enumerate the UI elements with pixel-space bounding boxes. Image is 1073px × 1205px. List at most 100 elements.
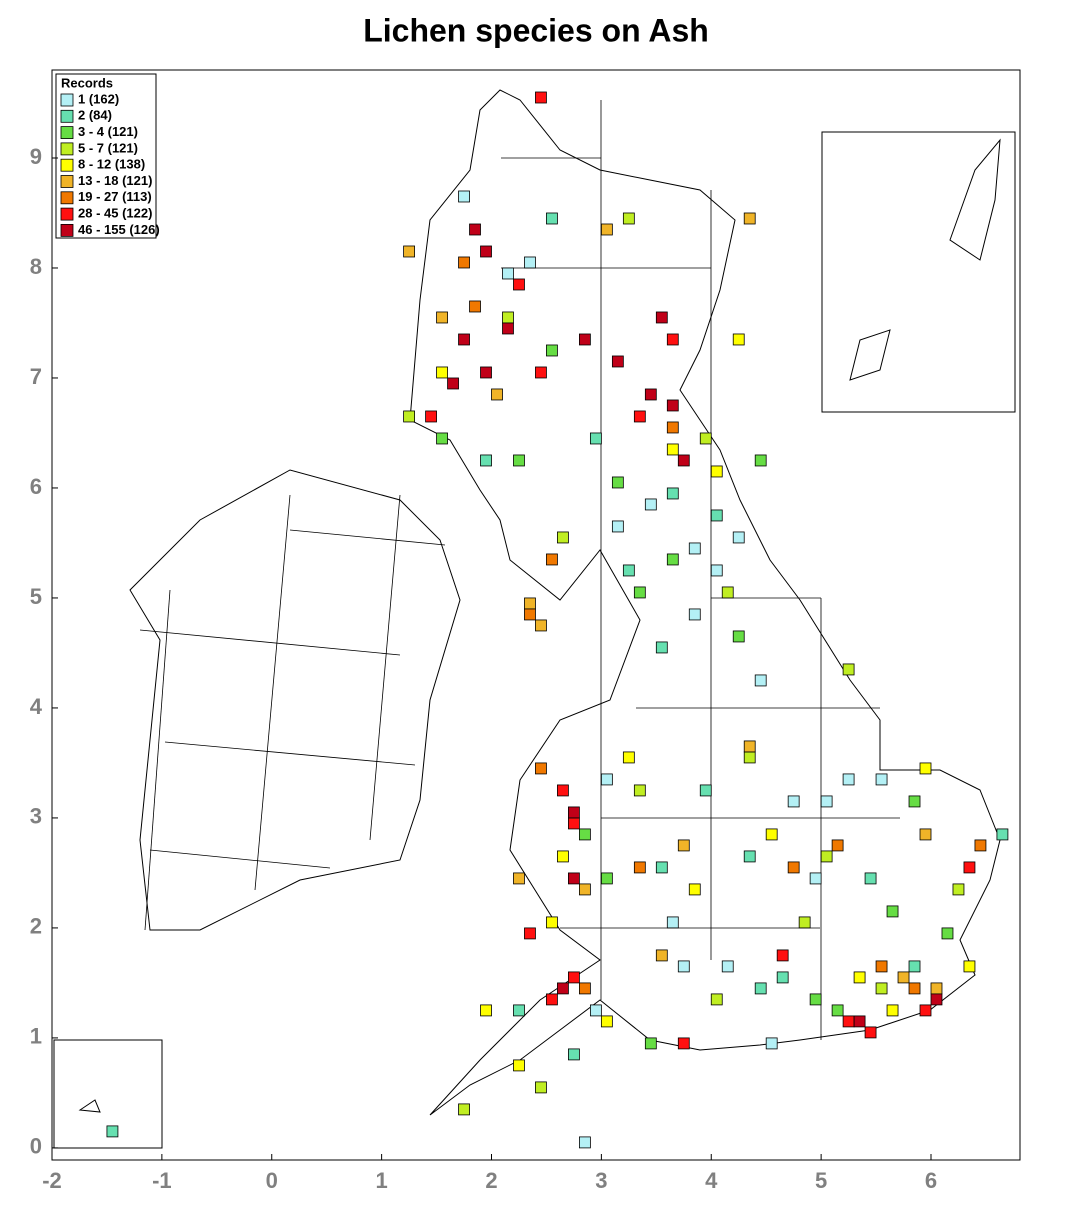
grid-square [557, 784, 569, 797]
y-tick-label: 5 [30, 584, 42, 609]
grid-square [524, 608, 536, 621]
grid-square [600, 872, 613, 885]
grid-square [106, 1125, 119, 1138]
grid-square [546, 344, 558, 357]
grid-square [952, 883, 965, 896]
legend-swatch [60, 93, 74, 107]
grid-square [579, 333, 591, 346]
grid-square [842, 1015, 855, 1028]
grid-square [732, 630, 745, 643]
legend-swatch [60, 207, 74, 221]
grid-square [611, 355, 624, 368]
grid-square [886, 905, 899, 918]
grid-square [765, 1037, 778, 1050]
grid-square [820, 795, 833, 808]
grid-square [765, 828, 778, 841]
grid-square [513, 1004, 525, 1017]
grid-square [743, 850, 756, 863]
legend-title: Records [61, 75, 113, 90]
grid-square [831, 1004, 844, 1017]
grid-square [436, 366, 448, 379]
grid-square [688, 608, 701, 621]
y-tick-label: 9 [30, 144, 42, 169]
national-grid [139, 100, 900, 1040]
grid-square [480, 366, 492, 379]
y-tick-label: 7 [30, 364, 42, 389]
grid-square [458, 1103, 470, 1116]
grid-square [963, 861, 976, 874]
grid-square [853, 971, 866, 984]
legend-label: 3 - 4 (121) [78, 124, 138, 139]
chart-title: Lichen species on Ash [363, 12, 709, 48]
grid-square [546, 553, 558, 566]
legend-label: 13 - 18 (121) [78, 173, 152, 188]
grid-square [963, 960, 976, 973]
coastline [78, 89, 1001, 1116]
grid-square [425, 410, 437, 423]
grid-square [655, 311, 668, 324]
grid-square [798, 916, 811, 929]
grid-square [897, 971, 910, 984]
grid-square [831, 839, 844, 852]
x-tick-label: 5 [815, 1168, 827, 1193]
grid-square [677, 960, 690, 973]
grid-square [458, 256, 470, 269]
grid-square [535, 366, 547, 379]
grid-square [732, 333, 745, 346]
grid-square [568, 817, 580, 830]
grid-square [919, 828, 932, 841]
grid-square [677, 839, 690, 852]
grid-square [469, 300, 481, 313]
legend-label: 2 (84) [78, 108, 112, 123]
scilly-inset [53, 1039, 163, 1149]
grid-square [524, 597, 536, 610]
legend-label: 28 - 45 (122) [78, 206, 152, 221]
grid-square [743, 740, 756, 753]
grid-square [568, 971, 580, 984]
grid-square [568, 1048, 580, 1061]
grid-square [908, 795, 921, 808]
grid-square [666, 487, 679, 500]
grid-square [502, 311, 514, 324]
legend-label: 19 - 27 (113) [78, 189, 152, 204]
grid-square [776, 971, 789, 984]
x-tick-label: 1 [376, 1168, 388, 1193]
grid-square [436, 311, 448, 324]
legend-label: 5 - 7 (121) [78, 140, 138, 155]
grid-square [666, 443, 679, 456]
grid-square [622, 564, 635, 577]
grid-square [919, 1004, 932, 1017]
grid-square [622, 751, 635, 764]
grid-square [546, 993, 558, 1006]
legend-swatch [60, 158, 74, 172]
grid-square [611, 520, 624, 533]
x-tick-label: -2 [42, 1168, 62, 1193]
grid-square [535, 619, 547, 632]
legend-swatch [60, 175, 74, 188]
grid-square [941, 927, 954, 940]
grid-square [743, 212, 756, 225]
y-tick-label: 2 [30, 914, 42, 939]
grid-square [655, 949, 668, 962]
grid-square [535, 762, 547, 775]
x-tick-label: 4 [705, 1168, 718, 1193]
grid-square [842, 773, 855, 786]
grid-square [688, 542, 701, 555]
grid-square [710, 564, 723, 577]
grid-square [557, 982, 569, 995]
legend-label: 46 - 155 (126) [78, 222, 160, 237]
grid-square [633, 586, 646, 599]
grid-square [787, 795, 800, 808]
grid-square [710, 993, 723, 1006]
grid-square [513, 278, 525, 291]
grid-square [721, 960, 734, 973]
x-tick-label: 6 [925, 1168, 937, 1193]
grid-square [480, 245, 492, 258]
grid-square [579, 1136, 591, 1149]
grid-square [875, 960, 888, 973]
grid-square [908, 960, 921, 973]
grid-square [776, 949, 789, 962]
grid-square [677, 454, 690, 467]
grid-square [699, 784, 712, 797]
